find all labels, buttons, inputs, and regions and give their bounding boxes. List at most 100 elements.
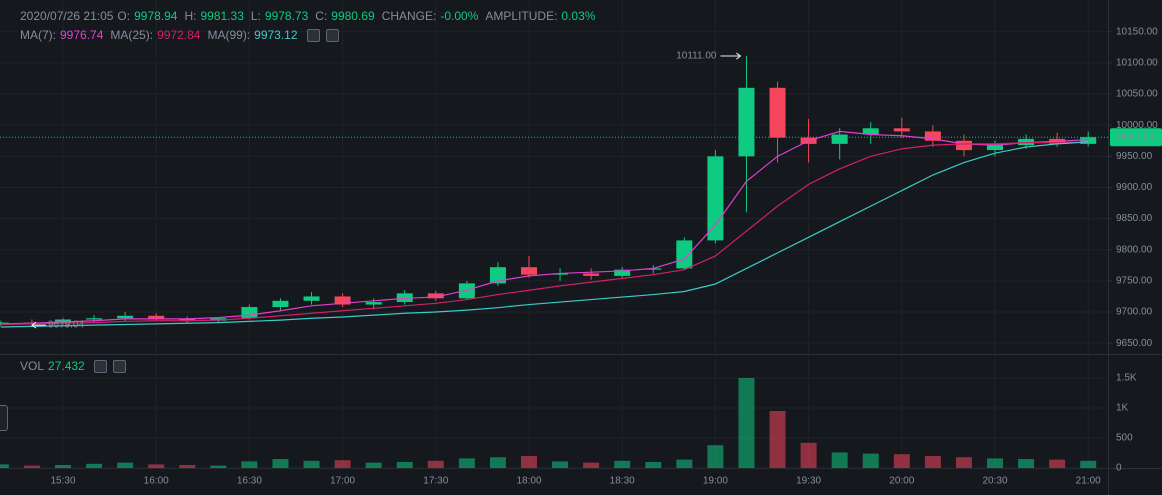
candle-body (458, 283, 475, 299)
high-arrow (720, 52, 742, 60)
volume-bar (334, 460, 351, 468)
x-tick-label: 19:00 (703, 476, 728, 487)
candle-body (987, 145, 1003, 151)
volume-bar (489, 457, 506, 468)
ma-line (0, 141, 1089, 326)
price-tag-label: 9980.69 (1118, 132, 1155, 143)
value: 9980.69 (331, 9, 375, 23)
volume-bar (1049, 459, 1066, 468)
legend-value: 9976.74 (60, 28, 104, 42)
value: 0.03% (561, 9, 596, 23)
volume-bar (365, 462, 382, 468)
volume-bar (583, 462, 600, 468)
candle-body (241, 307, 258, 319)
ma-legend: MA(7): 9976.74 MA(25): 9972.84 MA(99): 9973.1… (20, 28, 339, 42)
volume-bar (23, 465, 40, 468)
y-tick-label: 9950.00 (1116, 151, 1153, 162)
volume-bar (458, 458, 475, 468)
candle-body (427, 293, 444, 299)
volume-bar (924, 456, 941, 468)
volume-bar (303, 460, 320, 468)
label: O: (117, 9, 131, 23)
collapse-tab[interactable] (0, 405, 8, 431)
label: C: (315, 9, 328, 23)
y-tick-label: 10150.00 (1116, 26, 1158, 37)
label: CHANGE: (381, 9, 437, 23)
eye-icon[interactable] (306, 28, 320, 42)
x-tick-label: 20:00 (889, 476, 914, 487)
candle-body (955, 140, 972, 151)
candle-body (862, 128, 879, 135)
candle-body (893, 128, 910, 132)
x-tick-label: 15:30 (50, 476, 75, 487)
x-tick-label: 18:30 (610, 476, 635, 487)
candle-body (831, 134, 848, 144)
volume-bar (117, 462, 134, 468)
candle-body (614, 269, 631, 276)
candle-body (55, 319, 71, 324)
candle-body (117, 315, 134, 319)
y-tick-label: 10000.00 (1116, 120, 1158, 131)
eye-icon[interactable] (93, 359, 107, 373)
volume-bar (241, 461, 258, 468)
volume-bar (893, 454, 910, 468)
candle-body (303, 296, 320, 301)
x-tick-label: 20:30 (982, 476, 1007, 487)
grid (0, 0, 1108, 469)
candle-body (645, 268, 662, 270)
candle-body (86, 318, 103, 320)
y-tick-label: 1K (1116, 403, 1129, 414)
price-tag (1110, 128, 1162, 147)
value: 27.432 (48, 359, 85, 373)
y-tick-label: 9650.00 (1116, 338, 1153, 349)
candle-body (1080, 137, 1097, 144)
value: 9981.33 (200, 9, 244, 23)
volume-bar (55, 465, 71, 468)
candle-body (676, 240, 693, 269)
legend-value: 9972.84 (157, 28, 201, 42)
volume-bar (1080, 460, 1097, 468)
label: L: (250, 9, 261, 23)
settings-icon[interactable] (112, 359, 126, 373)
x-tick-label: 18:00 (516, 476, 541, 487)
y-tick-label: 500 (1116, 433, 1133, 444)
ma-line (0, 141, 1089, 328)
low-arrow (31, 321, 46, 329)
candle-body (707, 156, 724, 241)
value: 9978.73 (264, 9, 309, 23)
x-tick-label: 21:00 (1076, 476, 1101, 487)
volume-bar (955, 457, 972, 468)
candle-body (272, 300, 289, 308)
volume-bar (769, 411, 786, 468)
candle-body (1018, 138, 1035, 146)
y-tick-label: 0 (1116, 463, 1122, 474)
y-tick-label: 10100.00 (1116, 58, 1158, 69)
candle-body (489, 267, 506, 284)
high-label: 10111.00 (676, 51, 717, 62)
y-tick-label: 9750.00 (1116, 276, 1153, 287)
settings-icon[interactable] (325, 28, 339, 42)
volume-bar (396, 462, 413, 468)
low-label: 9679.04 (48, 320, 85, 331)
legend-name: MA(7): (20, 28, 56, 42)
vol-legend: VOL 27.432 (20, 359, 126, 373)
x-tick-label: 16:30 (237, 476, 262, 487)
volume-bar (738, 378, 755, 468)
candle-body (334, 296, 351, 305)
ma-line (0, 130, 1089, 325)
volume-bar (86, 463, 103, 468)
candle-body (396, 293, 413, 303)
label: H: (184, 9, 197, 23)
candle-body (924, 131, 941, 141)
value: 9978.94 (134, 9, 178, 23)
volume-bar (272, 459, 289, 468)
x-tick-label: 17:00 (330, 476, 355, 487)
legend-name: MA(99): (207, 28, 251, 42)
volume-bar (987, 458, 1003, 468)
volume-bar (148, 464, 165, 468)
label: AMPLITUDE: (485, 9, 558, 23)
candle-body (583, 273, 600, 276)
candle-body (738, 87, 755, 157)
volume-bar (614, 460, 631, 468)
